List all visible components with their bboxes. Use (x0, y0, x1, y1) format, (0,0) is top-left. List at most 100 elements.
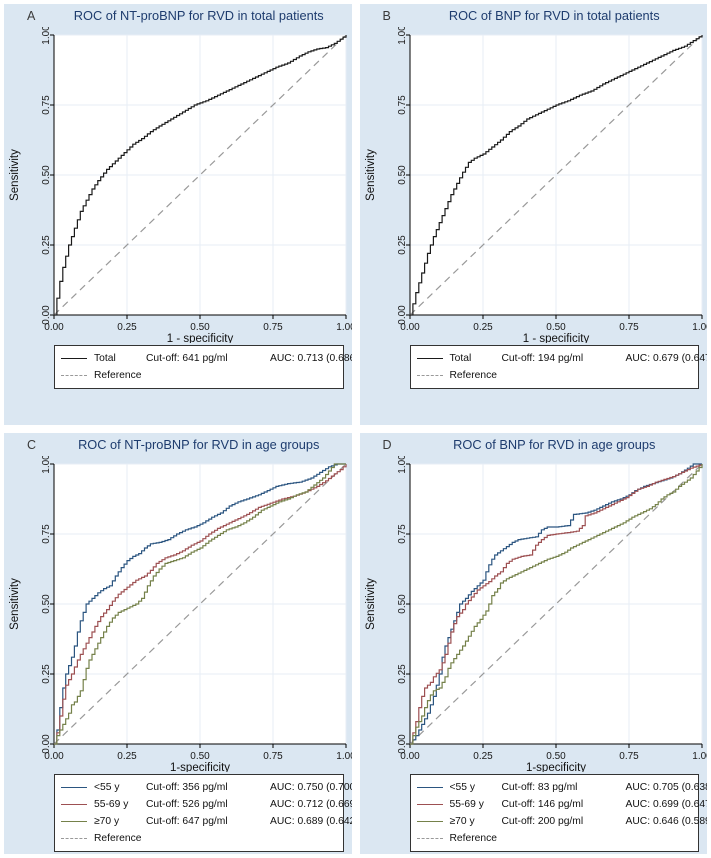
legend-cutoff: Cut-off: 641 pg/ml (146, 353, 228, 364)
x-tick-label: 1.00 (336, 751, 351, 762)
x-tick-label: 1.00 (692, 751, 707, 762)
legend-reference-label: Reference (94, 833, 142, 844)
y-tick-label: 0.75 (397, 524, 408, 544)
legend-text: Total Cut-off: 194 pg/ml AUC: 0.679 (0.647… (450, 353, 708, 364)
x-axis-label: 1 - specificity (522, 333, 589, 343)
y-tick-label: 0.25 (41, 235, 52, 255)
legend-auc: AUC: 0.689 (0.642-0.736) (270, 816, 352, 827)
x-tick-label: 0.25 (117, 751, 137, 762)
legend-row: ≥70 y Cut-off: 200 pg/ml AUC: 0.646 (0.589… (416, 813, 707, 830)
panel-title: ROC of NT-proBNP for RVD in age groups (78, 437, 320, 452)
panel-d-header: D ROC of BNP for RVD in age groups (360, 437, 708, 456)
panel-letter: B (382, 9, 391, 23)
y-tick-label: 0.50 (397, 594, 408, 614)
legend-series-name: ≥70 y (94, 816, 120, 827)
legend-series-name: Total (94, 353, 116, 364)
y-tick-label: 0.00 (41, 734, 52, 754)
roc-plot: 0.00 0.25 0.50 0.75 1.00 0.00 0.25 0.50 0.75 1.00… (365, 456, 708, 772)
legend-text: ≥70 y Cut-off: 200 pg/ml AUC: 0.646 (0.589… (450, 816, 708, 827)
x-tick-label: 0.75 (619, 322, 639, 333)
legend-row: Total Cut-off: 194 pg/ml AUC: 0.679 (0.647… (416, 350, 707, 367)
panel-letter: C (27, 438, 37, 452)
legend-box: Total Cut-off: 194 pg/ml AUC: 0.679 (0.647… (409, 345, 707, 389)
y-tick-label: 0.00 (41, 305, 52, 325)
legend-reference-label: Reference (449, 370, 498, 381)
roc-plot: 0.00 0.25 0.50 0.75 1.00 0.00 0.25 0.50 0.75 1.00… (365, 27, 708, 343)
y-tick-label: 0.50 (41, 594, 52, 614)
panel-letter: D (382, 438, 392, 452)
y-tick-label: 0.25 (397, 235, 408, 255)
legend-cutoff: Cut-off: 194 pg/ml (501, 353, 584, 364)
reference-line (409, 463, 702, 745)
legend-series-name: Total (449, 353, 472, 364)
x-tick-label: 0.75 (619, 751, 639, 762)
roc-curve (409, 464, 703, 745)
y-tick-label: 0.00 (397, 734, 408, 754)
x-tick-label: 0.50 (546, 322, 566, 333)
legend-series-name: ≥70 y (449, 816, 475, 827)
legend-row: Total Cut-off: 641 pg/ml AUC: 0.713 (0.686… (61, 350, 352, 367)
legend-line-sample (416, 804, 443, 805)
x-tick-label: 0.75 (263, 322, 283, 333)
legend-series-name: <55 y (94, 782, 120, 793)
y-axis-label: Sensitivity (365, 149, 377, 201)
legend-box: <55 y Cut-off: 83 pg/ml AUC: 0.705 (0.638-… (409, 774, 707, 852)
legend-text: 55-69 y Cut-off: 526 pg/ml AUC: 0.712 (0.6… (94, 799, 352, 810)
legend-cutoff: Cut-off: 647 pg/ml (146, 816, 228, 827)
y-tick-label: 0.50 (397, 165, 408, 185)
x-tick-label: 0.25 (117, 322, 137, 333)
x-tick-label: 0.50 (190, 751, 210, 762)
legend-cutoff: Cut-off: 83 pg/ml (501, 782, 578, 793)
legend-auc: AUC: 0.646 (0.589-0.703) (625, 816, 708, 827)
legend-reference-label: Reference (449, 833, 498, 844)
legend-dashed-sample (61, 375, 87, 376)
x-tick-label: 0.50 (190, 322, 210, 333)
y-tick-label: 0.75 (41, 95, 52, 115)
legend-row-reference: Reference (416, 830, 693, 847)
reference-line (53, 34, 347, 316)
x-tick-label: 0.25 (473, 751, 493, 762)
panel-a: A ROC of NT-proBNP for RVD in total pati… (4, 4, 352, 425)
y-axis-label: Sensitivity (9, 149, 21, 201)
legend-text: <55 y Cut-off: 83 pg/ml AUC: 0.705 (0.638-… (450, 782, 708, 793)
x-tick-label: 0.75 (263, 751, 283, 762)
legend-text: Total Cut-off: 641 pg/ml AUC: 0.713 (0.686… (94, 353, 352, 364)
reference-line (409, 34, 702, 316)
legend-auc: AUC: 0.750 (0.700-0.800) (270, 782, 352, 793)
legend-text: ≥70 y Cut-off: 647 pg/ml AUC: 0.689 (0.642… (94, 816, 352, 827)
y-tick-label: 1.00 (41, 456, 52, 474)
legend-series-name: 55-69 y (94, 799, 129, 810)
x-tick-label: 1.00 (692, 322, 707, 333)
x-tick-label: 0.50 (546, 751, 566, 762)
y-tick-label: 1.00 (397, 27, 408, 45)
legend-dashed-sample (416, 375, 443, 376)
legend-text: 55-69 y Cut-off: 146 pg/ml AUC: 0.699 (0.6… (450, 799, 708, 810)
legend-line-sample (416, 821, 443, 822)
legend-row: 55-69 y Cut-off: 526 pg/ml AUC: 0.712 (0.6… (61, 796, 352, 813)
y-tick-label: 0.50 (41, 165, 52, 185)
roc-curve (54, 35, 347, 316)
legend-line-sample (61, 804, 87, 805)
legend-cutoff: Cut-off: 526 pg/ml (146, 799, 228, 810)
panel-title: ROC of BNP for RVD in total patients (448, 8, 660, 23)
x-axis-label: 1 - specificity (167, 333, 234, 343)
x-axis-label: 1-specificity (525, 762, 585, 772)
legend-row-reference: Reference (416, 367, 693, 384)
x-tick-label: 1.00 (336, 322, 351, 333)
legend-auc: AUC: 0.705 (0.638-0.772) (625, 782, 708, 793)
panel-a-header: A ROC of NT-proBNP for RVD in total pati… (4, 8, 352, 27)
panel-b: B ROC of BNP for RVD in total patients 0… (359, 4, 708, 425)
x-axis-label: 1-specificity (170, 762, 230, 772)
panel-c-header: C ROC of NT-proBNP for RVD in age groups (4, 437, 352, 456)
x-tick-label: 0.00 (400, 751, 420, 762)
legend-auc: AUC: 0.712 (0.669-0.756) (270, 799, 352, 810)
panel-c: C ROC of NT-proBNP for RVD in age groups… (4, 433, 352, 854)
y-tick-label: 1.00 (397, 456, 408, 474)
legend-cutoff: Cut-off: 200 pg/ml (501, 816, 584, 827)
legend-dashed-sample (416, 838, 443, 839)
y-tick-label: 0.25 (41, 664, 52, 684)
legend-row-reference: Reference (61, 830, 337, 847)
x-tick-label: 0.00 (44, 751, 64, 762)
y-tick-label: 0.75 (397, 95, 408, 115)
